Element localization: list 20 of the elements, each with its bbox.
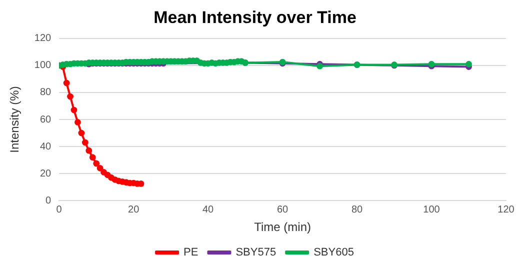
y-tick-label: 40 <box>40 141 52 152</box>
legend-label: SBY605 <box>314 246 354 259</box>
legend-label: PE <box>184 246 198 259</box>
x-tick-label: 80 <box>351 204 364 216</box>
x-tick-label: 60 <box>276 204 289 216</box>
y-tick-label: 100 <box>34 60 52 72</box>
y-axis-title: Intensity (%) <box>8 86 22 153</box>
x-tick-label: 120 <box>498 204 515 216</box>
y-tick-label: 60 <box>40 114 52 126</box>
x-tick-label: 20 <box>128 204 140 216</box>
y-tick-label: 0 <box>46 195 52 206</box>
y-tick-label: 20 <box>40 168 52 180</box>
chart-title: Mean Intensity over Time <box>154 8 356 27</box>
y-tick-label: 80 <box>40 87 52 98</box>
y-tick-label: 120 <box>34 33 52 44</box>
x-axis-title: Time (min) <box>254 220 311 234</box>
x-tick-label: 0 <box>56 204 62 216</box>
x-tick-label: 100 <box>423 204 440 216</box>
x-tick-label: 40 <box>202 204 214 216</box>
legend-label: SBY575 <box>236 246 276 259</box>
